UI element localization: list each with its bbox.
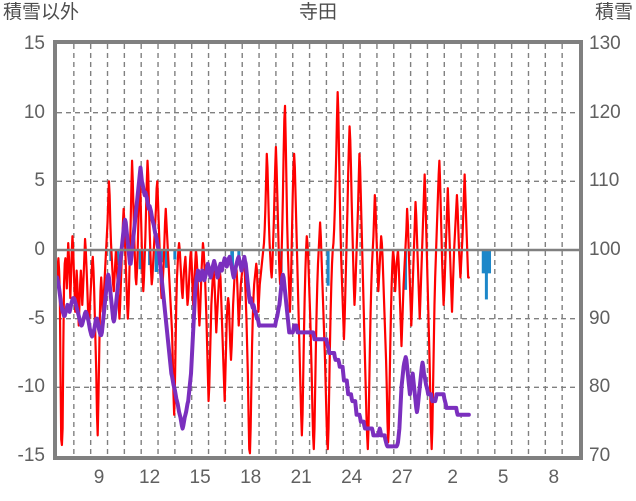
chart-title: 寺田 [298, 2, 337, 23]
plot-area [53, 40, 583, 460]
bar-snowfall-4 [154, 250, 159, 272]
y-tick-right-120: 120 [589, 101, 621, 123]
x-tick-12-1: 12 [139, 467, 161, 488]
x-tick-2-7: 2 [447, 467, 458, 488]
bar-snowfall-12 [404, 250, 408, 290]
bar-snowfall-6 [164, 250, 168, 268]
right-axis-title: 積雪 [594, 2, 633, 23]
bar-snowfall-11 [326, 250, 330, 286]
x-tick-18-3: 18 [240, 467, 262, 488]
bar-snowfall-1 [116, 250, 120, 266]
y-tick-right-90: 90 [589, 307, 611, 329]
x-tick-8-9: 8 [548, 467, 560, 488]
y-tick-left--15: -15 [17, 445, 45, 466]
left-axis-title: 積雪以外 [3, 2, 80, 23]
y-tick-left-5: 5 [34, 170, 45, 192]
y-tick-right-130: 130 [589, 33, 621, 54]
x-tick-15-2: 15 [189, 467, 211, 488]
y-tick-right-70: 70 [589, 445, 611, 466]
x-tick-5-8: 5 [497, 467, 509, 488]
bar-snowfall-5 [159, 250, 163, 263]
y-tick-right-100: 100 [589, 239, 621, 260]
y-tick-left-15: 15 [23, 33, 45, 54]
series-line-sekisetsu [57, 165, 471, 449]
y-tick-left-0: 0 [34, 239, 45, 260]
x-tick-24-5: 24 [341, 467, 363, 488]
y-tick-left--5: -5 [28, 307, 45, 329]
bar-snowfall-14 [484, 250, 488, 300]
y-tick-left--10: -10 [17, 376, 45, 398]
x-tick-9-0: 9 [93, 467, 105, 488]
x-tick-21-4: 21 [290, 467, 312, 488]
y-tick-left-10: 10 [23, 101, 45, 123]
bar-snowfall-8 [230, 250, 234, 267]
bar-snowfall-7 [173, 250, 177, 260]
series-line-hikaku [57, 90, 470, 455]
y-tick-right-80: 80 [589, 376, 611, 398]
x-tick-27-6: 27 [391, 467, 413, 488]
y-tick-right-110: 110 [589, 170, 620, 192]
